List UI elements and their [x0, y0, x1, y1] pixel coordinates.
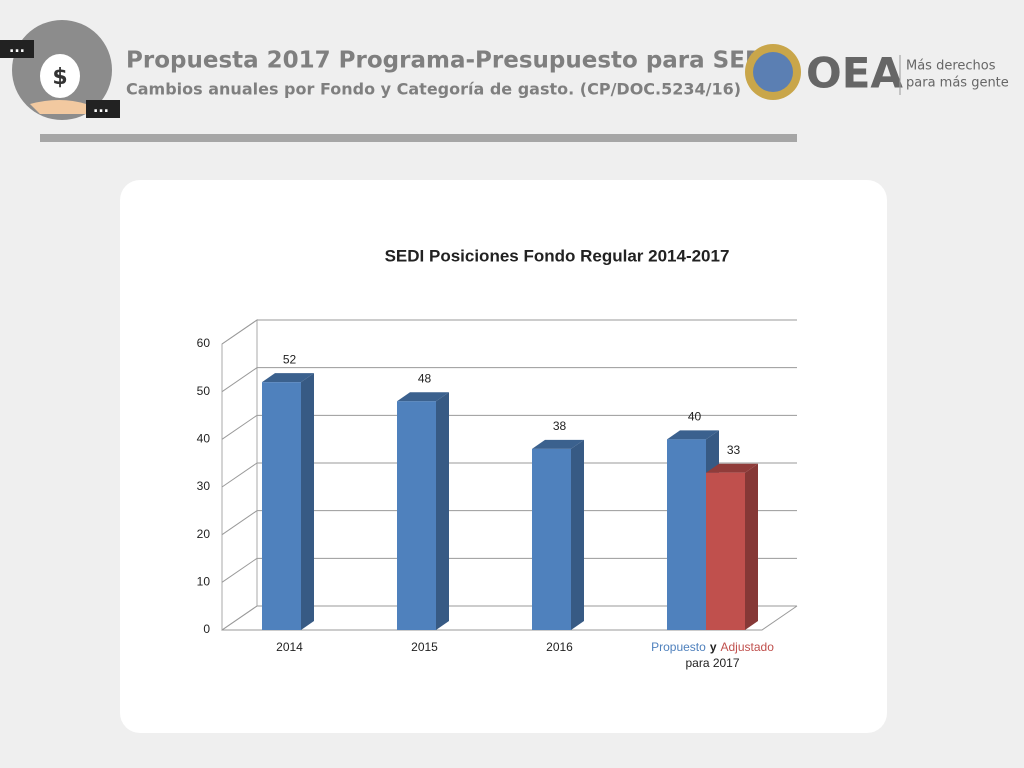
- value-label: 48: [418, 371, 432, 385]
- grid-line: [221, 557, 797, 583]
- value-label: 52: [283, 352, 297, 366]
- tagline: para más gente: [906, 76, 1009, 91]
- value-label: 33: [727, 443, 741, 457]
- connector: y: [710, 640, 717, 654]
- x-tick-label: 2015: [411, 640, 438, 654]
- bar-top: [532, 439, 584, 449]
- bar: [706, 463, 758, 630]
- value-label: 38: [553, 419, 567, 433]
- bar-side: [301, 373, 314, 630]
- slide-title: Propuesta 2017 Programa-Presupuesto para…: [126, 48, 773, 74]
- bar: [262, 373, 314, 630]
- grid-line: [221, 414, 797, 440]
- money-bag: [40, 54, 80, 98]
- icon-sleeve: [86, 100, 120, 118]
- x-tick-label: Propuesto y Adjustado: [651, 640, 774, 654]
- icon-sleeve: [0, 40, 34, 58]
- y-tick-label: 50: [197, 384, 211, 398]
- grid-line: [221, 319, 797, 345]
- icon-symbol: $: [52, 65, 67, 90]
- bar: [532, 439, 584, 630]
- tagline: Más derechos: [906, 59, 996, 74]
- y-tick-label: 20: [197, 527, 211, 541]
- y-tick-label: 10: [197, 575, 211, 589]
- logo-text: OEA: [806, 49, 903, 98]
- bar-front: [262, 382, 301, 630]
- bar-top: [397, 392, 449, 402]
- bar-side: [745, 463, 758, 630]
- x-tick-label: 2014: [276, 640, 303, 654]
- x-tick-label: para 2017: [685, 656, 739, 670]
- bar-top: [262, 373, 314, 383]
- grid-line: [221, 510, 797, 536]
- bar-front: [532, 448, 571, 630]
- chart-title: SEDI Posiciones Fondo Regular 2014-2017: [385, 246, 730, 265]
- bar-front: [706, 472, 745, 630]
- x-tick-label: 2016: [546, 640, 573, 654]
- bar-front: [397, 401, 436, 630]
- value-label: 40: [688, 410, 702, 424]
- grid-line: [221, 462, 797, 488]
- slide-subtitle: Cambios anuales por Fondo y Categoría de…: [126, 80, 741, 99]
- grid-line: [221, 367, 797, 393]
- logo-seal-inner: [753, 52, 793, 92]
- icon-dots: ...: [93, 100, 109, 116]
- series-name: Propuesto: [651, 640, 706, 654]
- bar: [397, 392, 449, 630]
- header-rule: [40, 134, 797, 142]
- y-tick-label: 30: [197, 479, 211, 493]
- y-tick-label: 60: [197, 336, 211, 350]
- y-tick-label: 0: [203, 622, 210, 636]
- hand: [30, 100, 86, 114]
- series-name: Adjustado: [721, 640, 775, 654]
- bar-side: [571, 439, 584, 630]
- y-tick-label: 40: [197, 432, 211, 446]
- icon-dots: ...: [9, 40, 25, 56]
- plot: 0 10 20 30 40 50 60 52 2014 48 2015 38 2016 40 33 Propu…: [197, 319, 798, 670]
- bar-side: [436, 392, 449, 630]
- grid-line: [221, 605, 797, 631]
- bar-top: [667, 430, 719, 440]
- bar-top: [706, 463, 758, 473]
- bar-front: [667, 439, 706, 630]
